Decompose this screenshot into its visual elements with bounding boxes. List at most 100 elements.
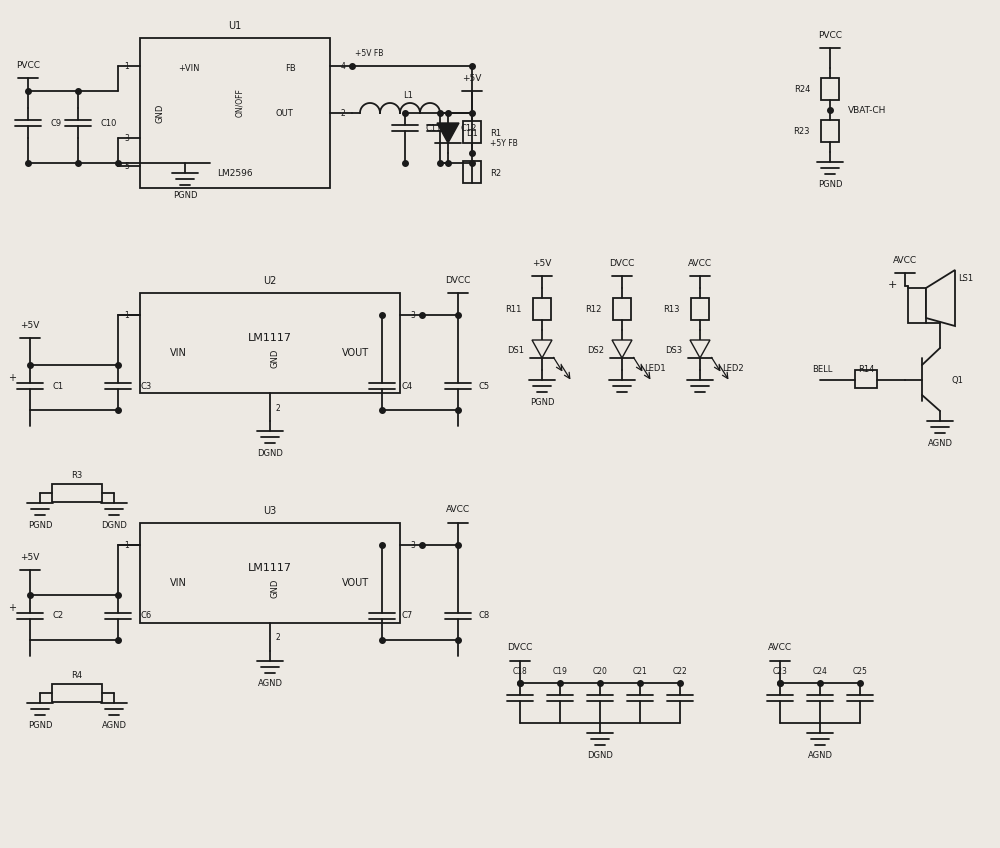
Text: +5V FB: +5V FB — [355, 48, 383, 58]
Text: AGND: AGND — [102, 721, 127, 729]
Text: C8: C8 — [478, 611, 489, 621]
Text: +5V: +5V — [462, 74, 482, 82]
Text: C20: C20 — [593, 667, 607, 676]
Text: 3: 3 — [411, 540, 415, 550]
Text: D1: D1 — [466, 129, 478, 137]
Polygon shape — [437, 123, 459, 143]
Text: C5: C5 — [478, 382, 489, 390]
Text: R13: R13 — [664, 304, 680, 314]
Text: DGND: DGND — [257, 449, 283, 458]
Text: LED1: LED1 — [644, 364, 666, 372]
Text: AGND: AGND — [258, 678, 283, 688]
Text: VIN: VIN — [170, 348, 186, 358]
Text: +VIN: +VIN — [178, 64, 200, 72]
Text: LS1: LS1 — [958, 274, 973, 282]
Text: PVCC: PVCC — [16, 60, 40, 70]
Text: DGND: DGND — [101, 521, 127, 529]
Text: AVCC: AVCC — [446, 505, 470, 515]
Text: R1: R1 — [490, 129, 501, 137]
Text: R14: R14 — [858, 365, 874, 373]
Text: VBAT-CH: VBAT-CH — [848, 105, 886, 114]
Bar — [613, 298, 631, 320]
Text: C11: C11 — [425, 124, 441, 132]
Bar — [140, 293, 400, 393]
Text: VOUT: VOUT — [341, 348, 369, 358]
Bar — [463, 121, 481, 143]
Bar — [821, 120, 839, 142]
Polygon shape — [690, 340, 710, 358]
Text: DVCC: DVCC — [609, 259, 635, 267]
Text: C19: C19 — [553, 667, 567, 676]
Text: Q1: Q1 — [952, 376, 964, 384]
Text: 5: 5 — [125, 161, 129, 170]
Bar — [691, 298, 709, 320]
Bar — [463, 161, 481, 183]
Bar — [52, 684, 102, 702]
Text: AVCC: AVCC — [688, 259, 712, 267]
Text: 3: 3 — [125, 133, 129, 142]
Text: DGND: DGND — [587, 750, 613, 760]
Text: PGND: PGND — [28, 521, 52, 529]
Text: C6: C6 — [140, 611, 151, 621]
Text: C9: C9 — [50, 119, 61, 127]
Text: LED2: LED2 — [722, 364, 744, 372]
Text: R11: R11 — [506, 304, 522, 314]
Bar — [140, 523, 400, 623]
Text: R23: R23 — [794, 126, 810, 136]
Text: +5V: +5V — [532, 259, 552, 267]
Text: U3: U3 — [263, 506, 277, 516]
Text: OUT: OUT — [275, 109, 293, 118]
Text: C1: C1 — [52, 382, 63, 390]
Text: 2: 2 — [276, 404, 280, 412]
Text: 3: 3 — [411, 310, 415, 320]
Text: R24: R24 — [794, 85, 810, 93]
Text: R12: R12 — [586, 304, 602, 314]
Text: L1: L1 — [403, 91, 413, 99]
Text: DS3: DS3 — [665, 345, 682, 354]
Text: DS2: DS2 — [587, 345, 604, 354]
Text: DVCC: DVCC — [445, 276, 471, 284]
Bar — [821, 78, 839, 100]
Text: 1: 1 — [125, 310, 129, 320]
Bar — [533, 298, 551, 320]
Bar — [908, 288, 926, 323]
Bar — [52, 484, 102, 502]
Text: 1: 1 — [125, 540, 129, 550]
Text: +: + — [8, 373, 16, 383]
Text: AVCC: AVCC — [768, 644, 792, 652]
Text: +: + — [8, 603, 16, 613]
Text: LM1117: LM1117 — [248, 563, 292, 573]
Text: LM2596: LM2596 — [217, 169, 253, 177]
Polygon shape — [532, 340, 552, 358]
Text: +: + — [887, 280, 897, 290]
Text: U1: U1 — [228, 21, 242, 31]
Text: C21: C21 — [633, 667, 647, 676]
Text: +5Y FB: +5Y FB — [490, 138, 518, 148]
Text: C4: C4 — [402, 382, 413, 390]
Text: PGND: PGND — [173, 191, 197, 199]
Polygon shape — [926, 270, 955, 326]
Text: PGND: PGND — [530, 398, 554, 406]
Text: ON/OFF: ON/OFF — [236, 88, 244, 117]
Text: 2: 2 — [341, 109, 345, 118]
Text: C22: C22 — [673, 667, 687, 676]
Text: AGND: AGND — [807, 750, 832, 760]
Text: PGND: PGND — [818, 180, 842, 188]
Text: 4: 4 — [341, 62, 345, 70]
Text: C23: C23 — [773, 667, 787, 676]
Bar — [140, 38, 330, 188]
Text: +5V: +5V — [20, 553, 40, 561]
Text: AVCC: AVCC — [893, 255, 917, 265]
Text: R2: R2 — [490, 169, 501, 177]
Text: C25: C25 — [853, 667, 867, 676]
Text: GND: GND — [271, 349, 280, 368]
Text: DS1: DS1 — [507, 345, 524, 354]
Text: C7: C7 — [402, 611, 413, 621]
Bar — [855, 370, 877, 388]
Text: BELL: BELL — [813, 365, 833, 373]
Text: LM1117: LM1117 — [248, 333, 292, 343]
Polygon shape — [612, 340, 632, 358]
Text: C24: C24 — [813, 667, 827, 676]
Text: +5V: +5V — [20, 321, 40, 330]
Text: AGND: AGND — [928, 438, 952, 448]
